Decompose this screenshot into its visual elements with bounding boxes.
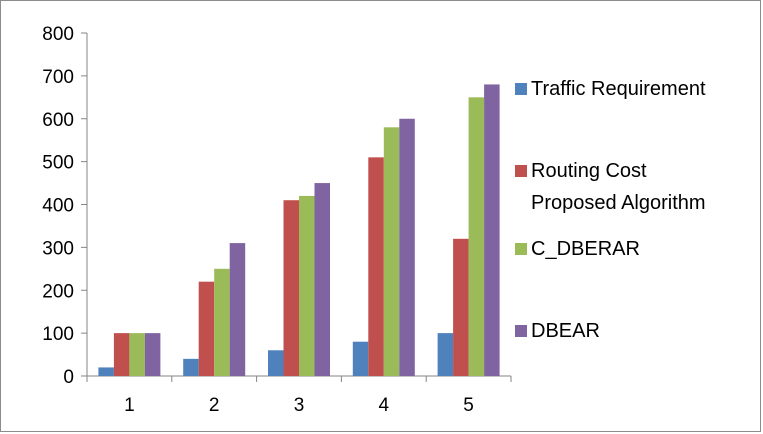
y-tick-label: 100 bbox=[42, 324, 74, 345]
bar bbox=[198, 281, 215, 376]
bar bbox=[352, 341, 369, 376]
bar bbox=[314, 183, 330, 376]
x-tick-label: 3 bbox=[294, 395, 305, 416]
y-tick-label: 0 bbox=[63, 367, 74, 388]
bar bbox=[368, 157, 384, 376]
y-tick-label: 600 bbox=[42, 110, 74, 131]
legend-label: Traffic Requirement bbox=[531, 78, 706, 100]
legend-swatch bbox=[515, 325, 527, 337]
bar bbox=[453, 238, 469, 376]
bar bbox=[183, 358, 199, 376]
bar bbox=[98, 367, 114, 376]
legend-swatch bbox=[515, 83, 527, 95]
bar bbox=[214, 268, 230, 376]
y-tick-label: 400 bbox=[42, 196, 74, 217]
bar bbox=[113, 333, 130, 376]
x-tick-label: 2 bbox=[209, 395, 220, 416]
y-tick-label: 300 bbox=[42, 238, 74, 259]
bar bbox=[283, 200, 299, 376]
bar bbox=[437, 333, 454, 376]
x-tick-label: 5 bbox=[463, 395, 474, 416]
y-tick-label: 700 bbox=[42, 67, 74, 88]
legend-label: Proposed Algorithm bbox=[531, 192, 706, 214]
y-tick-label: 500 bbox=[42, 153, 74, 174]
legend-label: DBEAR bbox=[531, 320, 600, 342]
bar bbox=[484, 84, 500, 376]
x-tick-label: 1 bbox=[124, 395, 135, 416]
bar bbox=[144, 333, 161, 376]
bar bbox=[399, 118, 415, 376]
legend-swatch bbox=[515, 165, 527, 177]
legend-label: C_DBERAR bbox=[531, 238, 640, 260]
bar bbox=[383, 127, 400, 376]
bar bbox=[229, 243, 246, 376]
bar bbox=[129, 333, 145, 376]
x-tick-label: 4 bbox=[379, 395, 390, 416]
legend-label: Routing Cost bbox=[531, 160, 647, 182]
y-tick-label: 200 bbox=[42, 281, 74, 302]
bar bbox=[299, 195, 315, 376]
bar bbox=[468, 97, 485, 376]
y-tick-label: 800 bbox=[42, 24, 74, 45]
legend-swatch bbox=[515, 243, 527, 255]
bar bbox=[268, 350, 284, 376]
